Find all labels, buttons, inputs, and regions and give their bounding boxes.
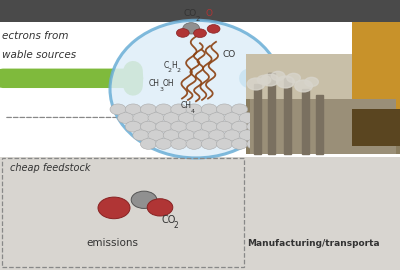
Circle shape: [98, 197, 130, 219]
Circle shape: [232, 104, 248, 115]
Text: 2: 2: [174, 221, 179, 229]
Circle shape: [247, 78, 265, 90]
Circle shape: [201, 104, 217, 115]
Circle shape: [110, 104, 126, 115]
Text: 2: 2: [176, 68, 180, 73]
Bar: [250, 99, 396, 154]
Bar: [246, 54, 400, 154]
Bar: [246, 54, 400, 99]
Circle shape: [186, 139, 202, 149]
Bar: [316, 94, 323, 154]
Circle shape: [148, 130, 164, 141]
Circle shape: [194, 29, 206, 38]
Circle shape: [224, 130, 240, 141]
Text: 2: 2: [168, 68, 172, 73]
Circle shape: [186, 104, 202, 115]
Circle shape: [171, 121, 187, 132]
Circle shape: [163, 113, 179, 123]
Circle shape: [148, 113, 164, 123]
Circle shape: [140, 104, 156, 115]
Circle shape: [118, 113, 134, 123]
Circle shape: [209, 113, 225, 123]
Circle shape: [216, 121, 232, 132]
Circle shape: [239, 130, 255, 141]
Circle shape: [201, 139, 217, 149]
Circle shape: [183, 23, 200, 34]
Circle shape: [171, 139, 187, 149]
Text: ectrons from: ectrons from: [2, 31, 68, 41]
Text: CO: CO: [183, 9, 196, 18]
Circle shape: [277, 76, 294, 88]
Circle shape: [254, 130, 270, 141]
Circle shape: [247, 139, 263, 149]
Bar: [2, 158, 244, 267]
Circle shape: [163, 130, 179, 141]
Text: 4: 4: [191, 109, 195, 114]
Circle shape: [171, 104, 187, 115]
Circle shape: [194, 130, 210, 141]
Bar: [284, 78, 291, 154]
Text: wable sources: wable sources: [2, 50, 76, 60]
Text: O: O: [206, 9, 213, 18]
Circle shape: [257, 75, 271, 85]
Bar: [0, 0, 400, 22]
Circle shape: [178, 130, 194, 141]
Circle shape: [156, 104, 172, 115]
Circle shape: [207, 25, 220, 33]
Circle shape: [140, 139, 156, 149]
Text: CO: CO: [162, 215, 176, 225]
Bar: [352, 109, 400, 146]
Circle shape: [201, 121, 217, 132]
Bar: [0, 22, 400, 157]
Circle shape: [261, 74, 279, 86]
Text: Manufacturing/transporta: Manufacturing/transporta: [247, 239, 380, 248]
Bar: [0, 157, 400, 270]
Circle shape: [262, 139, 278, 149]
Circle shape: [147, 199, 173, 216]
Text: H: H: [171, 60, 177, 69]
Text: emissions: emissions: [87, 238, 139, 248]
Text: CH: CH: [149, 79, 160, 88]
Text: CH: CH: [181, 101, 192, 110]
Circle shape: [194, 113, 210, 123]
Bar: [352, 22, 400, 146]
Text: cheap feedstock: cheap feedstock: [10, 163, 90, 173]
Circle shape: [216, 104, 232, 115]
Circle shape: [131, 191, 157, 208]
Bar: [254, 84, 261, 154]
Circle shape: [186, 121, 202, 132]
Circle shape: [156, 139, 172, 149]
Text: 3: 3: [160, 87, 164, 92]
Circle shape: [176, 29, 189, 37]
Circle shape: [305, 77, 318, 86]
Circle shape: [224, 113, 240, 123]
Ellipse shape: [110, 20, 282, 158]
Circle shape: [232, 121, 248, 132]
Circle shape: [133, 113, 149, 123]
Text: C: C: [163, 60, 168, 69]
Circle shape: [216, 139, 232, 149]
Text: OH: OH: [162, 79, 174, 88]
Circle shape: [125, 121, 141, 132]
Bar: [302, 89, 309, 154]
Text: 2: 2: [195, 15, 200, 22]
Circle shape: [125, 104, 141, 115]
Text: CO: CO: [222, 50, 236, 59]
Circle shape: [133, 130, 149, 141]
Circle shape: [295, 80, 312, 92]
Circle shape: [232, 139, 248, 149]
Bar: [268, 73, 275, 154]
Circle shape: [247, 121, 263, 132]
Circle shape: [239, 113, 255, 123]
Circle shape: [156, 121, 172, 132]
Circle shape: [140, 121, 156, 132]
Circle shape: [271, 71, 285, 80]
Circle shape: [287, 73, 300, 83]
Circle shape: [209, 130, 225, 141]
Circle shape: [178, 113, 194, 123]
